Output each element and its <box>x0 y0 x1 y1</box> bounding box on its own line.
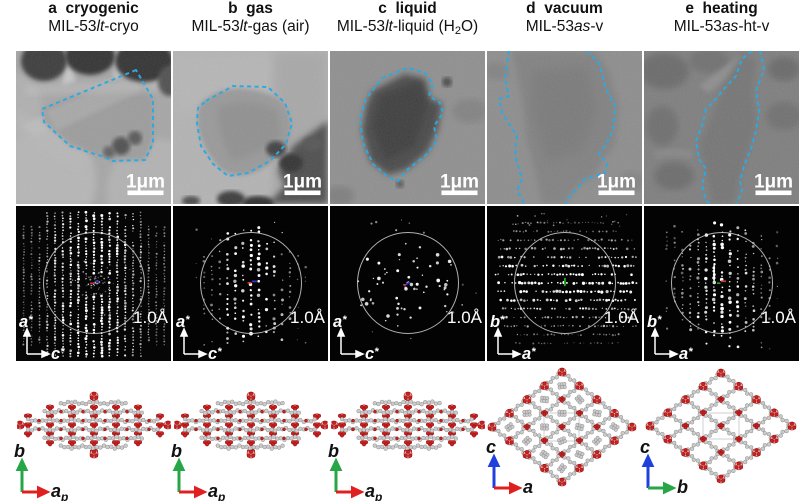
svg-text:c*: c* <box>365 345 379 361</box>
svg-text:ap: ap <box>208 481 225 501</box>
svg-text:1.0Å: 1.0Å <box>447 308 483 327</box>
svg-text:1μm: 1μm <box>283 172 322 193</box>
svg-text:ap: ap <box>51 481 68 501</box>
svg-text:b: b <box>328 444 339 461</box>
svg-text:c*: c* <box>208 345 222 361</box>
svg-text:b: b <box>677 477 688 497</box>
svg-text:c: c <box>640 440 650 457</box>
svg-text:a*: a* <box>522 345 536 361</box>
svg-text:b: b <box>171 444 182 461</box>
svg-text:1.0Å: 1.0Å <box>761 308 797 327</box>
svg-text:b: b <box>14 444 25 461</box>
svg-text:a: a <box>523 477 533 497</box>
svg-text:1μm: 1μm <box>440 172 479 193</box>
svg-text:1μm: 1μm <box>754 172 793 193</box>
svg-text:1μm: 1μm <box>597 172 636 193</box>
svg-text:1.0Å: 1.0Å <box>290 308 326 327</box>
svg-text:ap: ap <box>365 481 382 501</box>
svg-text:1μm: 1μm <box>126 172 165 193</box>
svg-text:1.0Å: 1.0Å <box>133 308 169 327</box>
svg-text:a*: a* <box>679 345 693 361</box>
svg-text:1.0Å: 1.0Å <box>604 308 640 327</box>
svg-text:c*: c* <box>51 345 65 361</box>
svg-text:c: c <box>486 440 496 457</box>
